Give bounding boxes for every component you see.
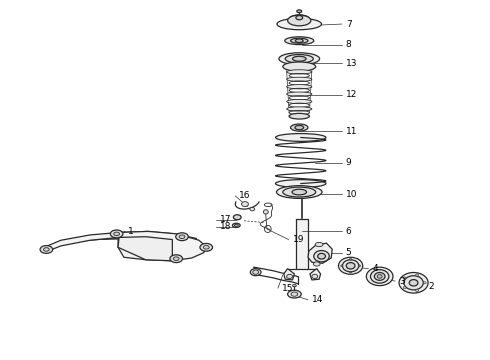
Ellipse shape — [287, 70, 312, 74]
Ellipse shape — [370, 270, 389, 283]
Ellipse shape — [233, 215, 241, 220]
Ellipse shape — [200, 243, 213, 251]
Text: 13: 13 — [346, 59, 357, 68]
Polygon shape — [44, 231, 196, 252]
Ellipse shape — [283, 187, 316, 197]
Text: 18: 18 — [220, 222, 231, 231]
Ellipse shape — [318, 253, 325, 259]
Ellipse shape — [315, 242, 323, 247]
Ellipse shape — [349, 258, 352, 260]
Ellipse shape — [403, 277, 406, 279]
Ellipse shape — [416, 274, 418, 276]
Ellipse shape — [250, 207, 255, 211]
Text: 4: 4 — [372, 264, 378, 273]
Ellipse shape — [292, 189, 307, 195]
Ellipse shape — [275, 180, 326, 188]
Ellipse shape — [295, 125, 304, 130]
Ellipse shape — [287, 107, 312, 111]
Text: 3: 3 — [399, 276, 405, 285]
Text: 9: 9 — [346, 158, 351, 167]
Ellipse shape — [291, 38, 308, 43]
Ellipse shape — [346, 262, 355, 269]
Text: 1: 1 — [128, 227, 133, 236]
Ellipse shape — [179, 235, 185, 238]
Ellipse shape — [40, 246, 53, 253]
Text: 12: 12 — [346, 90, 357, 99]
Ellipse shape — [287, 77, 312, 81]
Text: 2: 2 — [428, 282, 434, 291]
Ellipse shape — [114, 232, 120, 236]
Ellipse shape — [250, 269, 261, 276]
Ellipse shape — [283, 62, 316, 71]
Polygon shape — [118, 231, 206, 261]
Text: 11: 11 — [346, 127, 357, 136]
Ellipse shape — [403, 287, 406, 289]
Text: 17: 17 — [220, 215, 231, 224]
Ellipse shape — [288, 290, 301, 298]
Ellipse shape — [287, 274, 293, 279]
Ellipse shape — [404, 276, 423, 290]
Ellipse shape — [293, 56, 306, 61]
Ellipse shape — [341, 265, 343, 267]
Ellipse shape — [234, 224, 238, 226]
Ellipse shape — [264, 210, 268, 214]
Text: 8: 8 — [346, 40, 351, 49]
Ellipse shape — [358, 265, 361, 267]
Ellipse shape — [275, 134, 326, 141]
Ellipse shape — [285, 54, 313, 63]
Text: 16: 16 — [239, 192, 251, 201]
Ellipse shape — [409, 280, 418, 286]
Text: 19: 19 — [293, 235, 304, 244]
Ellipse shape — [44, 248, 49, 251]
Polygon shape — [284, 269, 294, 280]
Ellipse shape — [285, 37, 314, 45]
Ellipse shape — [170, 255, 182, 262]
Polygon shape — [310, 269, 320, 280]
Ellipse shape — [110, 230, 123, 238]
Ellipse shape — [313, 262, 320, 266]
Ellipse shape — [374, 273, 385, 280]
Ellipse shape — [253, 270, 259, 274]
Ellipse shape — [296, 15, 303, 20]
Ellipse shape — [293, 284, 296, 287]
Ellipse shape — [416, 289, 418, 292]
Ellipse shape — [291, 292, 298, 296]
Ellipse shape — [367, 267, 393, 285]
Ellipse shape — [297, 10, 302, 13]
Text: 7: 7 — [346, 19, 351, 28]
Ellipse shape — [295, 39, 303, 42]
Ellipse shape — [176, 233, 188, 240]
Ellipse shape — [377, 275, 382, 278]
Polygon shape — [118, 237, 172, 261]
Ellipse shape — [287, 85, 312, 89]
Ellipse shape — [232, 223, 240, 228]
Ellipse shape — [339, 257, 363, 274]
Ellipse shape — [289, 113, 309, 119]
Ellipse shape — [173, 257, 179, 260]
Ellipse shape — [343, 260, 359, 272]
Ellipse shape — [287, 92, 312, 96]
Ellipse shape — [203, 246, 209, 249]
Text: 14: 14 — [312, 295, 323, 304]
Text: 15: 15 — [282, 284, 294, 293]
Ellipse shape — [287, 99, 312, 104]
Ellipse shape — [312, 274, 318, 279]
Ellipse shape — [242, 202, 248, 207]
Text: 6: 6 — [346, 227, 351, 236]
Text: 10: 10 — [346, 190, 357, 199]
Ellipse shape — [277, 18, 321, 30]
Ellipse shape — [291, 124, 308, 131]
Ellipse shape — [399, 273, 428, 293]
Ellipse shape — [314, 251, 329, 262]
Ellipse shape — [276, 186, 322, 198]
Text: 5: 5 — [346, 248, 351, 257]
Ellipse shape — [423, 282, 426, 284]
Ellipse shape — [279, 53, 319, 65]
Ellipse shape — [288, 15, 311, 26]
Ellipse shape — [349, 271, 352, 273]
Polygon shape — [308, 243, 332, 263]
